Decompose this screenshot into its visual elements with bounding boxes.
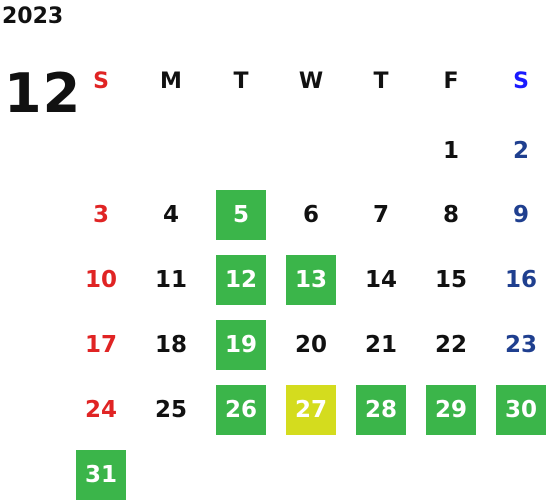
- month-number: 12: [4, 62, 82, 125]
- day-cell-13[interactable]: 13: [286, 255, 336, 305]
- weekday-header: W: [298, 68, 324, 94]
- day-cell-5[interactable]: 5: [216, 190, 266, 240]
- day-cell-2[interactable]: 2: [512, 138, 529, 164]
- weekday-header: T: [373, 68, 389, 94]
- day-cell-23[interactable]: 23: [504, 332, 537, 358]
- day-cell-14[interactable]: 14: [364, 267, 397, 293]
- day-cell-4[interactable]: 4: [162, 202, 179, 228]
- day-cell-10[interactable]: 10: [84, 267, 117, 293]
- weekday-header: S: [93, 68, 109, 94]
- day-cell-3[interactable]: 3: [92, 202, 109, 228]
- weekday-header: T: [233, 68, 249, 94]
- day-cell-15[interactable]: 15: [434, 267, 467, 293]
- weekday-header: F: [443, 68, 459, 94]
- day-cell-28[interactable]: 28: [356, 385, 406, 435]
- day-cell-16[interactable]: 16: [504, 267, 537, 293]
- day-cell-19[interactable]: 19: [216, 320, 266, 370]
- day-cell-31[interactable]: 31: [76, 450, 126, 500]
- weekday-header: M: [160, 68, 182, 94]
- day-cell-24[interactable]: 24: [84, 397, 117, 423]
- day-cell-26[interactable]: 26: [216, 385, 266, 435]
- day-cell-27[interactable]: 27: [286, 385, 336, 435]
- day-cell-1[interactable]: 1: [442, 138, 459, 164]
- day-cell-29[interactable]: 29: [426, 385, 476, 435]
- day-cell-11[interactable]: 11: [154, 267, 187, 293]
- day-cell-12[interactable]: 12: [216, 255, 266, 305]
- year-label: 2023: [2, 4, 64, 29]
- day-cell-25[interactable]: 25: [154, 397, 187, 423]
- weekday-header: S: [513, 68, 529, 94]
- day-cell-8[interactable]: 8: [442, 202, 459, 228]
- day-cell-17[interactable]: 17: [84, 332, 117, 358]
- day-cell-6[interactable]: 6: [302, 202, 319, 228]
- day-cell-22[interactable]: 22: [434, 332, 467, 358]
- day-cell-9[interactable]: 9: [512, 202, 529, 228]
- day-cell-21[interactable]: 21: [364, 332, 397, 358]
- day-cell-30[interactable]: 30: [496, 385, 546, 435]
- day-cell-7[interactable]: 7: [372, 202, 389, 228]
- day-cell-18[interactable]: 18: [154, 332, 187, 358]
- day-cell-20[interactable]: 20: [294, 332, 327, 358]
